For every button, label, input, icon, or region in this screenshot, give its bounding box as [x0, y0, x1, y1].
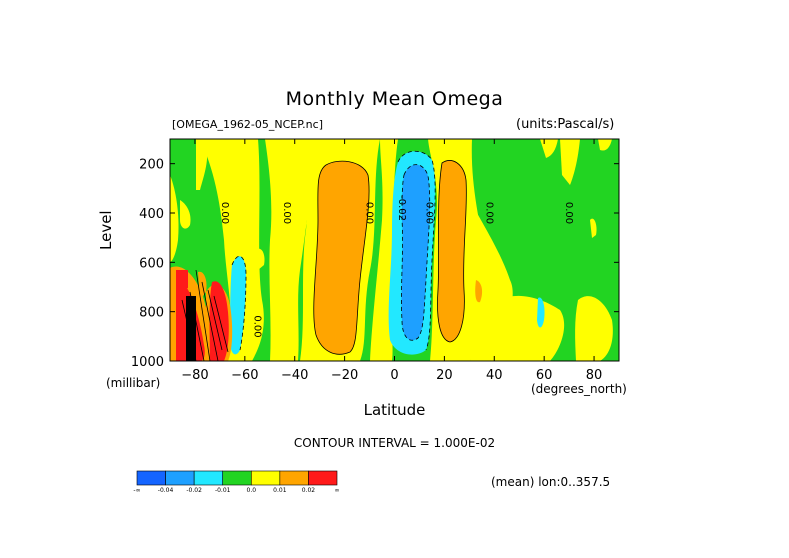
units-label: (units:Pascal/s) — [516, 117, 615, 132]
colorbar-swatch — [250, 470, 281, 486]
contour-labels: 0.00 0.00 0.00 0.00 0.00 0.00 -0.02 0.00 — [219, 195, 574, 337]
colorbar: -∞ -0.04 -0.02 -0.01 0.0 0.01 0.02 ∞ — [133, 470, 340, 494]
x-tick-label: 0 — [390, 368, 398, 383]
y-axis: 200 400 600 800 1000 — [131, 158, 619, 370]
dataset-label: [OMEGA_1962-05_NCEP.nc] — [172, 118, 323, 131]
chart-title: Monthly Mean Omega — [285, 88, 504, 110]
colorbar-swatch — [308, 470, 338, 486]
contour-label: 0.00 — [563, 202, 574, 224]
colorbar-label: -∞ — [133, 487, 140, 494]
colorbar-swatch — [165, 470, 195, 486]
y-axis-label: Level — [97, 210, 115, 250]
x-tick-label: 20 — [436, 368, 453, 383]
colorbar-label: 0.01 — [273, 487, 287, 494]
contour-interval-label: CONTOUR INTERVAL = 1.000E-02 — [293, 436, 496, 450]
contour-lines — [181, 150, 467, 361]
y-tick-label: 600 — [139, 256, 164, 271]
colorbar-label: ∞ — [335, 487, 340, 494]
x-tick-label: −20 — [331, 368, 358, 383]
contour-label: 0.00 — [483, 202, 494, 224]
orange-regions — [198, 160, 483, 355]
x-axis-units: (degrees_north) — [531, 382, 627, 396]
colorbar-swatch — [222, 470, 252, 486]
contour-label: 0.00 — [251, 315, 262, 337]
y-tick-label: 400 — [139, 207, 164, 222]
y-tick-label: 200 — [139, 158, 164, 173]
x-tick-label: 60 — [536, 368, 553, 383]
contour-label: -0.02 — [396, 195, 407, 221]
colorbar-label: -0.02 — [186, 487, 202, 494]
colorbar-label: -0.01 — [215, 487, 231, 494]
blue-regions — [172, 151, 545, 355]
x-tick-label: −60 — [231, 368, 258, 383]
y-tick-label: 1000 — [131, 355, 164, 370]
x-tick-label: −40 — [281, 368, 308, 383]
y-tick-label: 800 — [139, 306, 164, 321]
contour-label: 0.00 — [281, 202, 292, 224]
y-axis-units: (millibar) — [106, 376, 161, 390]
colorbar-label: 0.02 — [302, 487, 316, 494]
colorbar-label: -0.04 — [158, 487, 174, 494]
contour-label: 0.00 — [364, 202, 375, 224]
x-axis: −80 −60 −40 −20 0 20 40 60 80 — [181, 139, 602, 383]
colorbar-swatch — [193, 470, 224, 486]
x-tick-label: −80 — [181, 368, 208, 383]
colorbar-label: 0.0 — [247, 487, 257, 494]
contour-label: 0.00 — [219, 202, 230, 224]
colorbar-swatch — [279, 470, 309, 486]
x-tick-label: 80 — [586, 368, 603, 383]
mean-longitude-label: (mean) lon:0..357.5 — [491, 475, 611, 489]
colorbar-swatch — [136, 470, 166, 486]
contour-label: 0.00 — [423, 202, 434, 224]
x-tick-label: 40 — [486, 368, 503, 383]
x-axis-label: Latitude — [363, 401, 426, 419]
